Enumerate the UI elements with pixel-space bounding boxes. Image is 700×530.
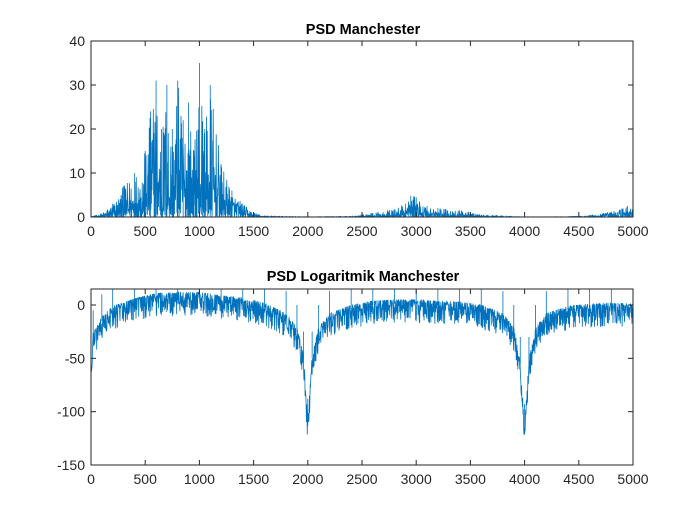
y-tick-label: 0 <box>77 209 85 225</box>
x-tick-label: 3500 <box>455 223 486 239</box>
x-tick-label: 3000 <box>401 471 432 487</box>
axes-box <box>90 288 634 466</box>
x-tick-label: 0 <box>87 223 95 239</box>
x-tick-label: 2500 <box>346 223 377 239</box>
x-tick-label: 2000 <box>292 223 323 239</box>
x-tick-label: 0 <box>87 471 95 487</box>
y-tick-label: 40 <box>69 33 85 49</box>
psd-manchester-plot: PSD Manchester 0 500 1000 1500 2000 2500 3000 3… <box>69 22 648 239</box>
chart-title: PSD Manchester <box>306 22 421 38</box>
y-tick-label: 30 <box>69 77 85 93</box>
x-tick-label: 5000 <box>617 223 648 239</box>
x-tick-label: 4500 <box>563 471 594 487</box>
x-tick-label: 5000 <box>617 471 648 487</box>
series-line <box>90 291 634 435</box>
y-tick-label: 0 <box>77 297 85 313</box>
y-tick-label: -100 <box>57 404 85 420</box>
x-tick-label: 1000 <box>184 471 215 487</box>
x-tick-label: 3500 <box>455 471 486 487</box>
x-tick-label: 2000 <box>292 471 323 487</box>
x-tick-label: 1500 <box>238 223 269 239</box>
x-tick-label: 1000 <box>184 223 215 239</box>
x-tick-label: 1500 <box>238 471 269 487</box>
y-tick-label: -150 <box>57 457 85 473</box>
x-tick-label: 2500 <box>346 471 377 487</box>
chart-title: PSD Logaritmik Manchester <box>267 269 460 285</box>
x-tick-label: 500 <box>134 223 158 239</box>
psd-logaritmik-manchester-plot: PSD Logaritmik Manchester 0 500 1000 1500 20… <box>57 269 649 487</box>
x-tick-label: 4000 <box>509 223 540 239</box>
y-tick-label: -50 <box>65 350 85 366</box>
x-tick-label: 4500 <box>563 223 594 239</box>
x-tick-label: 4000 <box>509 471 540 487</box>
x-tick-label: 3000 <box>401 223 432 239</box>
y-tick-label: 10 <box>69 165 85 181</box>
x-tick-label: 500 <box>134 471 158 487</box>
y-tick-label: 20 <box>69 121 85 137</box>
